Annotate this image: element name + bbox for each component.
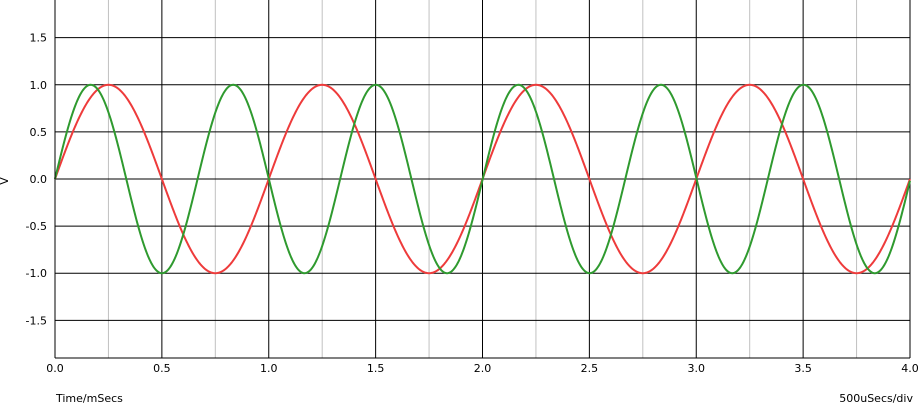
x-tick-label: 1.0	[260, 362, 278, 375]
x-tick-label: 4.0	[901, 362, 919, 375]
x-tick-labels: 0.0 0.5 1.0 1.5 2.0 2.5 3.0 3.5 4.0	[46, 362, 919, 375]
x-axis-label: Time/mSecs	[55, 392, 123, 405]
y-axis-label: V	[0, 177, 11, 185]
y-tick-label: -0.5	[26, 220, 47, 233]
series-line-2	[54, 83, 911, 275]
y-tick-label: -1.0	[26, 267, 47, 280]
axis-frame	[54, 0, 910, 359]
x-tick-label: 0.0	[46, 362, 64, 375]
y-tick-labels: 1.5 1.0 0.5 0.0 -0.5 -1.0 -1.5	[26, 32, 47, 328]
series-layer	[54, 83, 911, 275]
y-tick-label: 0.5	[30, 126, 48, 139]
time-scale-label: 500uSecs/div	[839, 392, 913, 405]
x-tick-label: 2.5	[581, 362, 599, 375]
x-tick-label: 2.0	[474, 362, 492, 375]
x-tick-label: 3.5	[794, 362, 812, 375]
x-tick-label: 1.5	[367, 362, 385, 375]
y-tick-label: 1.0	[30, 79, 48, 92]
y-tick-label: 1.5	[30, 32, 48, 45]
x-tick-label: 0.5	[153, 362, 171, 375]
x-tick-label: 3.0	[688, 362, 706, 375]
y-tick-label: -1.5	[26, 314, 47, 327]
y-tick-label: 0.0	[30, 173, 48, 186]
